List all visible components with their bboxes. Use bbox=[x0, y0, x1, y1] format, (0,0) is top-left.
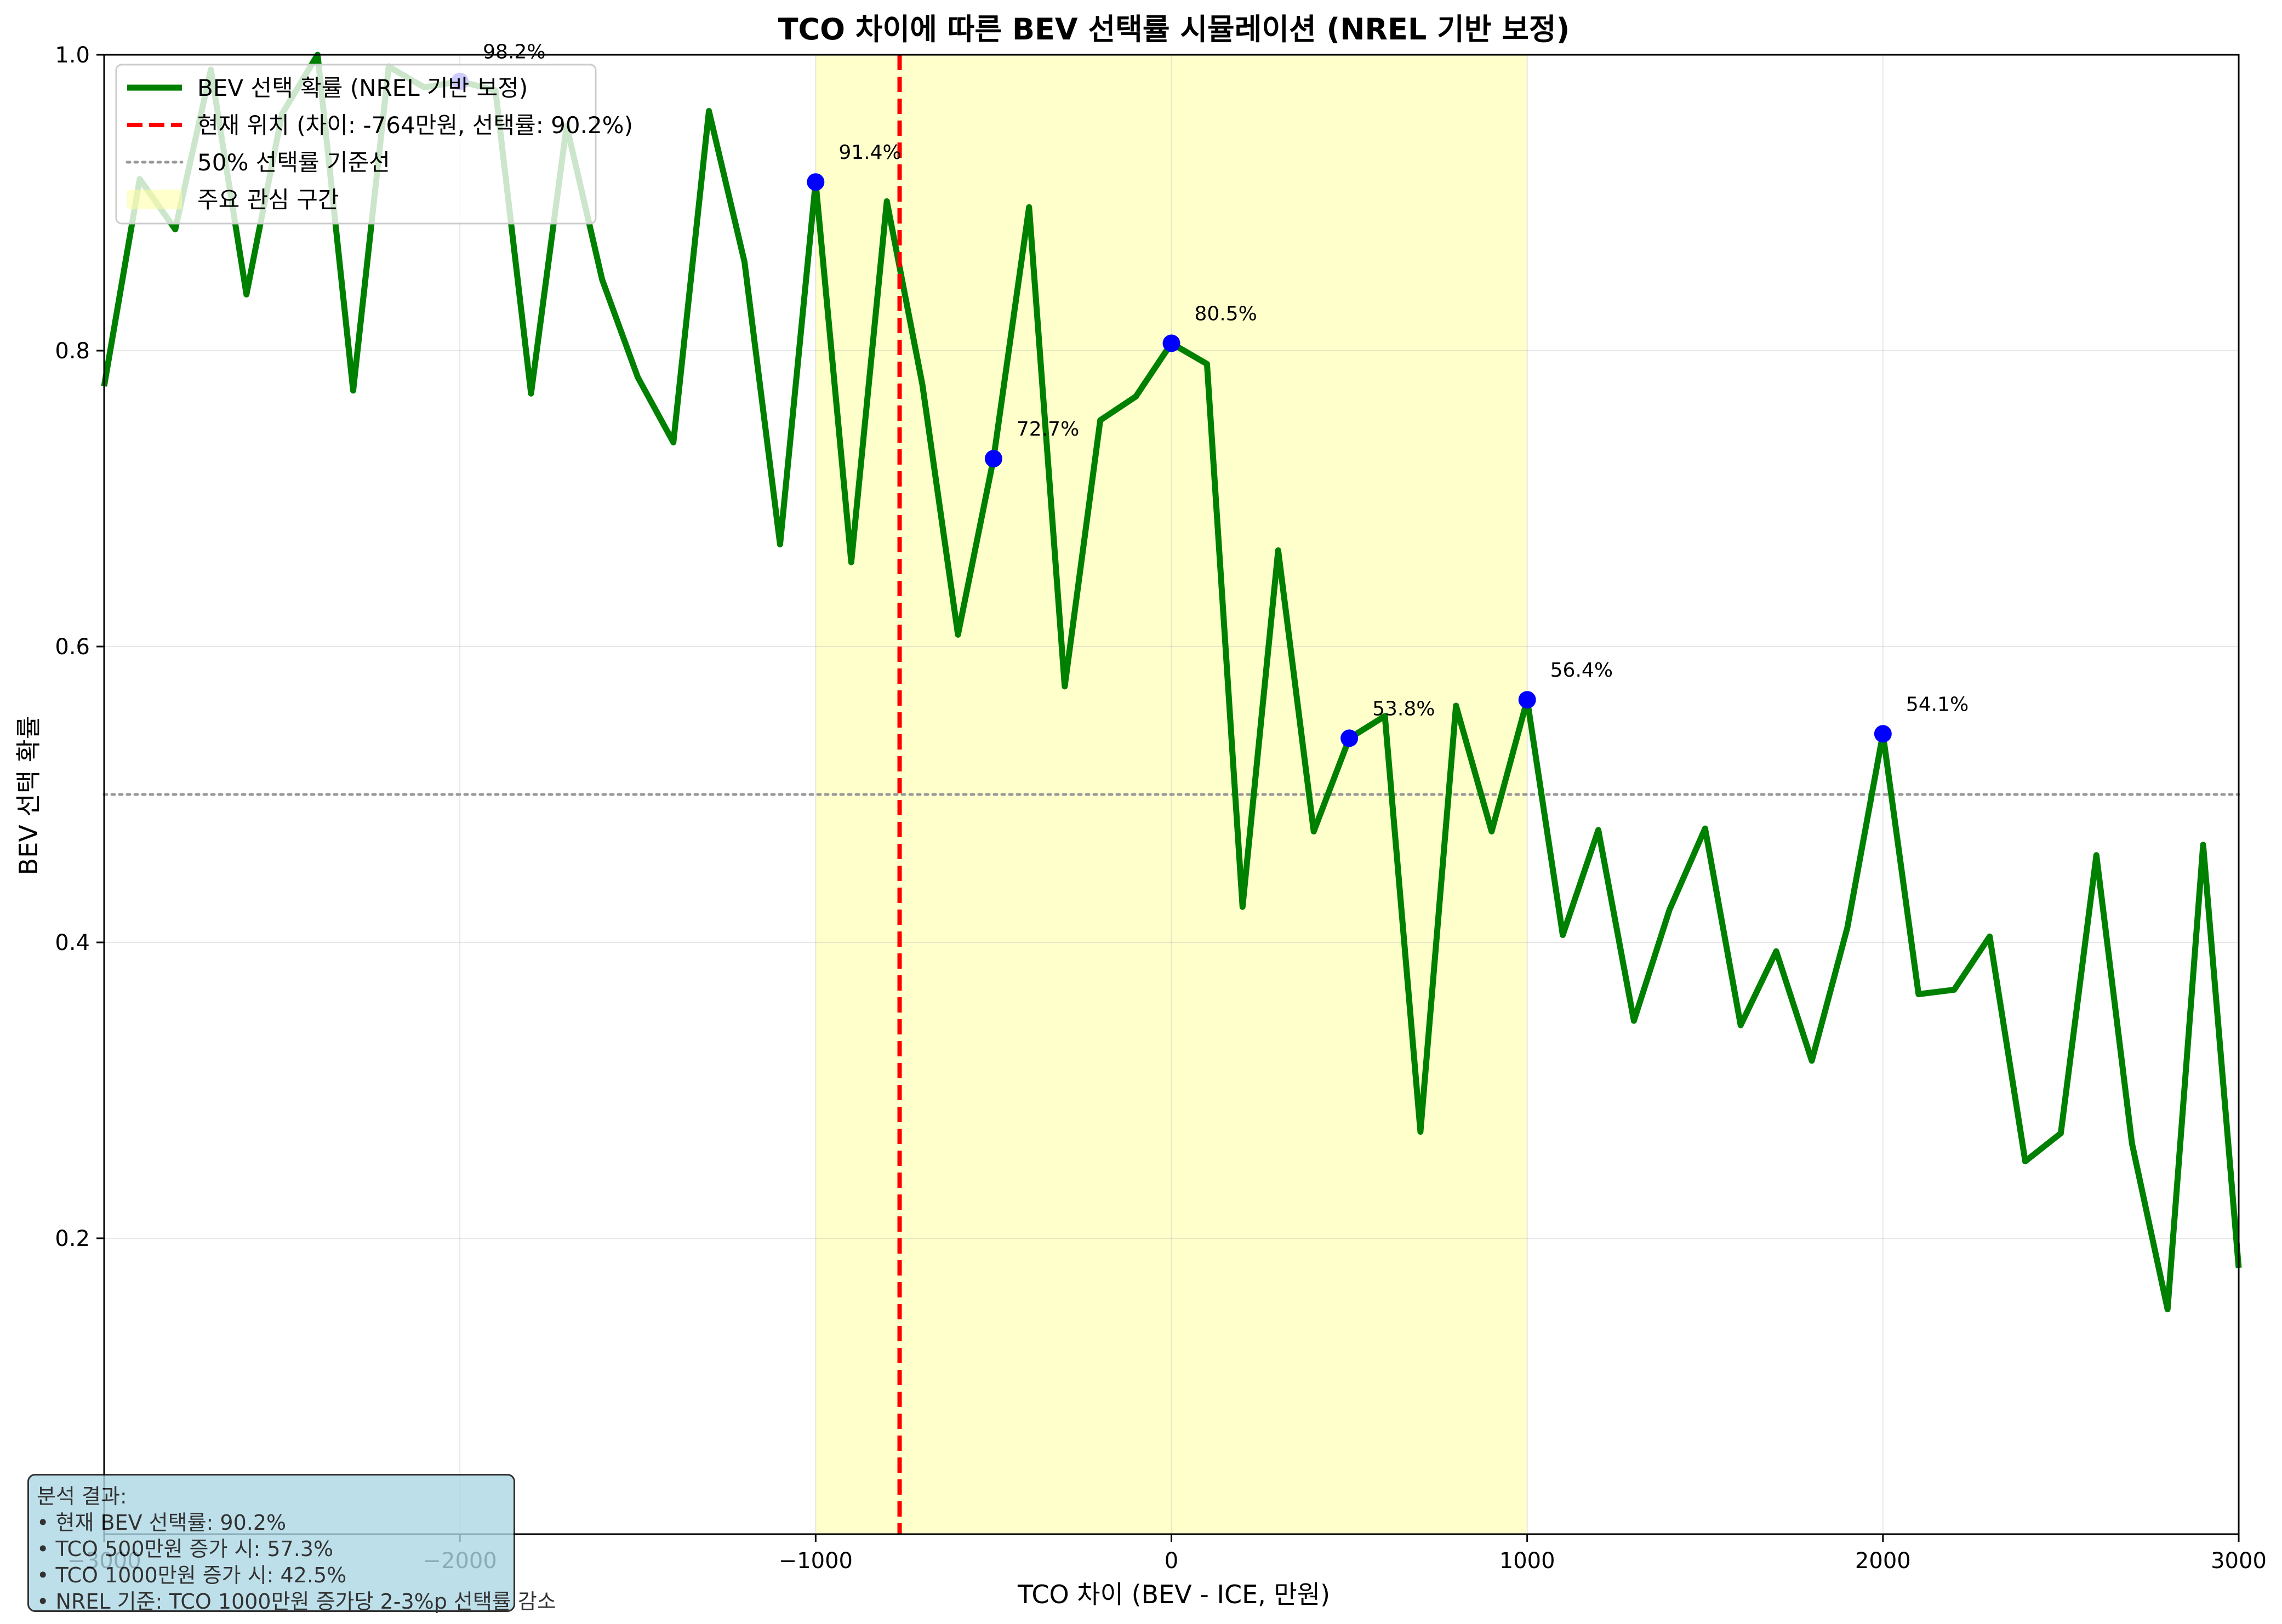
marker-annotation: 80.5% bbox=[1195, 303, 1257, 325]
marker-annotation: 54.1% bbox=[1906, 693, 1969, 716]
x-tick-label: 1000 bbox=[1499, 1548, 1555, 1574]
legend: BEV 선택 확률 (NREL 기반 보정) 현재 위치 (차이: -764만원,… bbox=[115, 64, 633, 225]
x-axis-title: TCO 차이 (BEV - ICE, 만원) bbox=[1017, 1580, 1330, 1609]
highlight-marker bbox=[1874, 725, 1892, 743]
highlight-marker bbox=[807, 173, 825, 191]
highlight-marker bbox=[984, 450, 1002, 468]
highlight-marker bbox=[1518, 691, 1536, 709]
x-tick-label: 0 bbox=[1165, 1548, 1178, 1574]
info-line: • TCO 1000만원 증가 시: 42.5% bbox=[37, 1563, 347, 1587]
analysis-info-box: 분석 결과: • 현재 BEV 선택률: 90.2% • TCO 500만원 증가 … bbox=[27, 1474, 556, 1614]
x-tick-label: 3000 bbox=[2211, 1548, 2267, 1574]
info-line: 분석 결과: bbox=[37, 1484, 127, 1508]
y-tick-label: 0.6 bbox=[55, 634, 90, 660]
legend-label-series: BEV 선택 확률 (NREL 기반 보정) bbox=[197, 75, 528, 101]
y-tick-label: 1.0 bbox=[55, 43, 90, 68]
y-tick-label: 0.2 bbox=[55, 1226, 90, 1251]
y-tick-label: 0.8 bbox=[55, 339, 90, 364]
legend-box bbox=[115, 64, 597, 225]
info-line: • NREL 기준: TCO 1000만원 증가당 2-3%p 선택률 감소 bbox=[37, 1589, 556, 1614]
info-line: • TCO 500만원 증가 시: 57.3% bbox=[37, 1537, 334, 1561]
x-tick-label: 2000 bbox=[1855, 1548, 1911, 1574]
y-axis-title: BEV 선택 확률 bbox=[14, 716, 43, 876]
y-tick-label: 0.4 bbox=[55, 930, 90, 956]
marker-annotation: 56.4% bbox=[1550, 659, 1613, 682]
legend-handle-region bbox=[127, 190, 182, 209]
x-tick-label: −1000 bbox=[779, 1548, 853, 1574]
legend-label-threshold: 50% 선택률 기준선 bbox=[197, 149, 390, 176]
highlight-marker bbox=[1340, 729, 1359, 747]
legend-label-region: 주요 관심 구간 bbox=[197, 186, 339, 213]
marker-annotation: 98.2% bbox=[483, 41, 545, 64]
marker-annotation: 91.4% bbox=[838, 141, 901, 164]
marker-annotation: 72.7% bbox=[1017, 418, 1079, 441]
chart-title: TCO 차이에 따른 BEV 선택률 시뮬레이션 (NREL 기반 보정) bbox=[778, 12, 1570, 47]
legend-label-current: 현재 위치 (차이: -764만원, 선택률: 90.2%) bbox=[197, 112, 633, 139]
info-line: • 현재 BEV 선택률: 90.2% bbox=[37, 1511, 287, 1535]
highlight-marker bbox=[1162, 334, 1180, 352]
marker-annotation: 53.8% bbox=[1372, 697, 1435, 720]
